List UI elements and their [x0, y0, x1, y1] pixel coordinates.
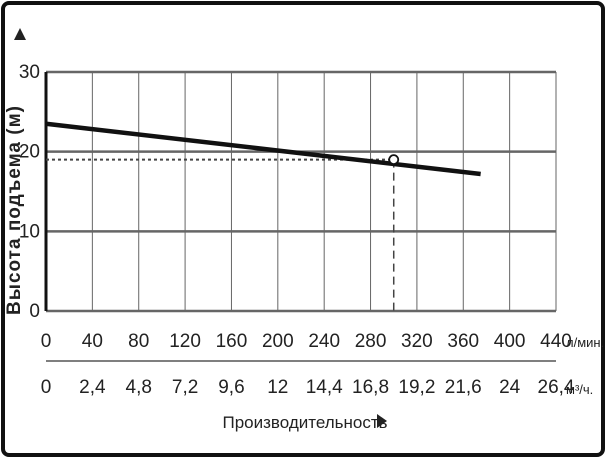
x-tick-label-secondary: 24	[499, 377, 521, 398]
x-tick-label-secondary: 12	[267, 377, 288, 398]
x-tick-label-secondary: 7,2	[172, 377, 198, 398]
x-tick-label-secondary: 0	[41, 377, 52, 398]
y-tick-label: 10	[19, 221, 40, 242]
pump-curve-line	[45, 121, 481, 177]
x-tick-label-secondary: 4,8	[126, 377, 152, 398]
y-tick-label: 0	[29, 301, 40, 322]
y-axis-title: Высота подъема (м)	[4, 105, 25, 315]
x-tick-label-secondary: 16,8	[352, 377, 389, 398]
x-tick-label-primary: 280	[355, 331, 387, 352]
x-tick-label-primary: 440	[540, 331, 572, 352]
x-tick-label-primary: 0	[41, 331, 52, 352]
x-tick-label-secondary: 9,6	[218, 377, 244, 398]
x-tick-label-secondary: 21,6	[445, 377, 482, 398]
x-tick-label-primary: 200	[262, 331, 294, 352]
x-tick-label-primary: 360	[447, 331, 479, 352]
x-tick-label-primary: 80	[128, 331, 149, 352]
x-tick-label-primary: 240	[308, 331, 340, 352]
series-group	[45, 121, 481, 177]
x-tick-label-primary: 120	[169, 331, 201, 352]
x-tick-label-primary: 160	[216, 331, 248, 352]
operating-point-marker	[388, 154, 400, 166]
x-tick-label-secondary: 14,4	[306, 377, 343, 398]
x-tick-label-secondary: 2,4	[79, 377, 106, 398]
y-axis-arrow-icon	[14, 28, 26, 40]
x-unit-primary: л/мин.	[566, 335, 604, 350]
x-tick-label-primary: 320	[401, 331, 433, 352]
x-tick-label-secondary: 26,4	[538, 377, 575, 398]
y-tick-labels: 0 10 20 30	[19, 62, 40, 322]
x-axis-arrow-icon	[377, 414, 387, 428]
x-tick-label-primary: 40	[82, 331, 103, 352]
y-tick-label: 20	[19, 142, 40, 163]
x-tick-label-secondary: 19,2	[398, 377, 435, 398]
reference-lines	[46, 158, 395, 311]
x-tick-label-primary: 400	[494, 331, 526, 352]
y-tick-label: 30	[19, 62, 40, 83]
x-tick-labels: 0 0 40 2,4 80 4,8 120 7,2 160 9,6 200 12 240 14,4 280 1…	[41, 331, 575, 398]
x-unit-secondary: м³/ч.	[566, 382, 593, 397]
x-axis-title: Производительность	[222, 413, 387, 432]
